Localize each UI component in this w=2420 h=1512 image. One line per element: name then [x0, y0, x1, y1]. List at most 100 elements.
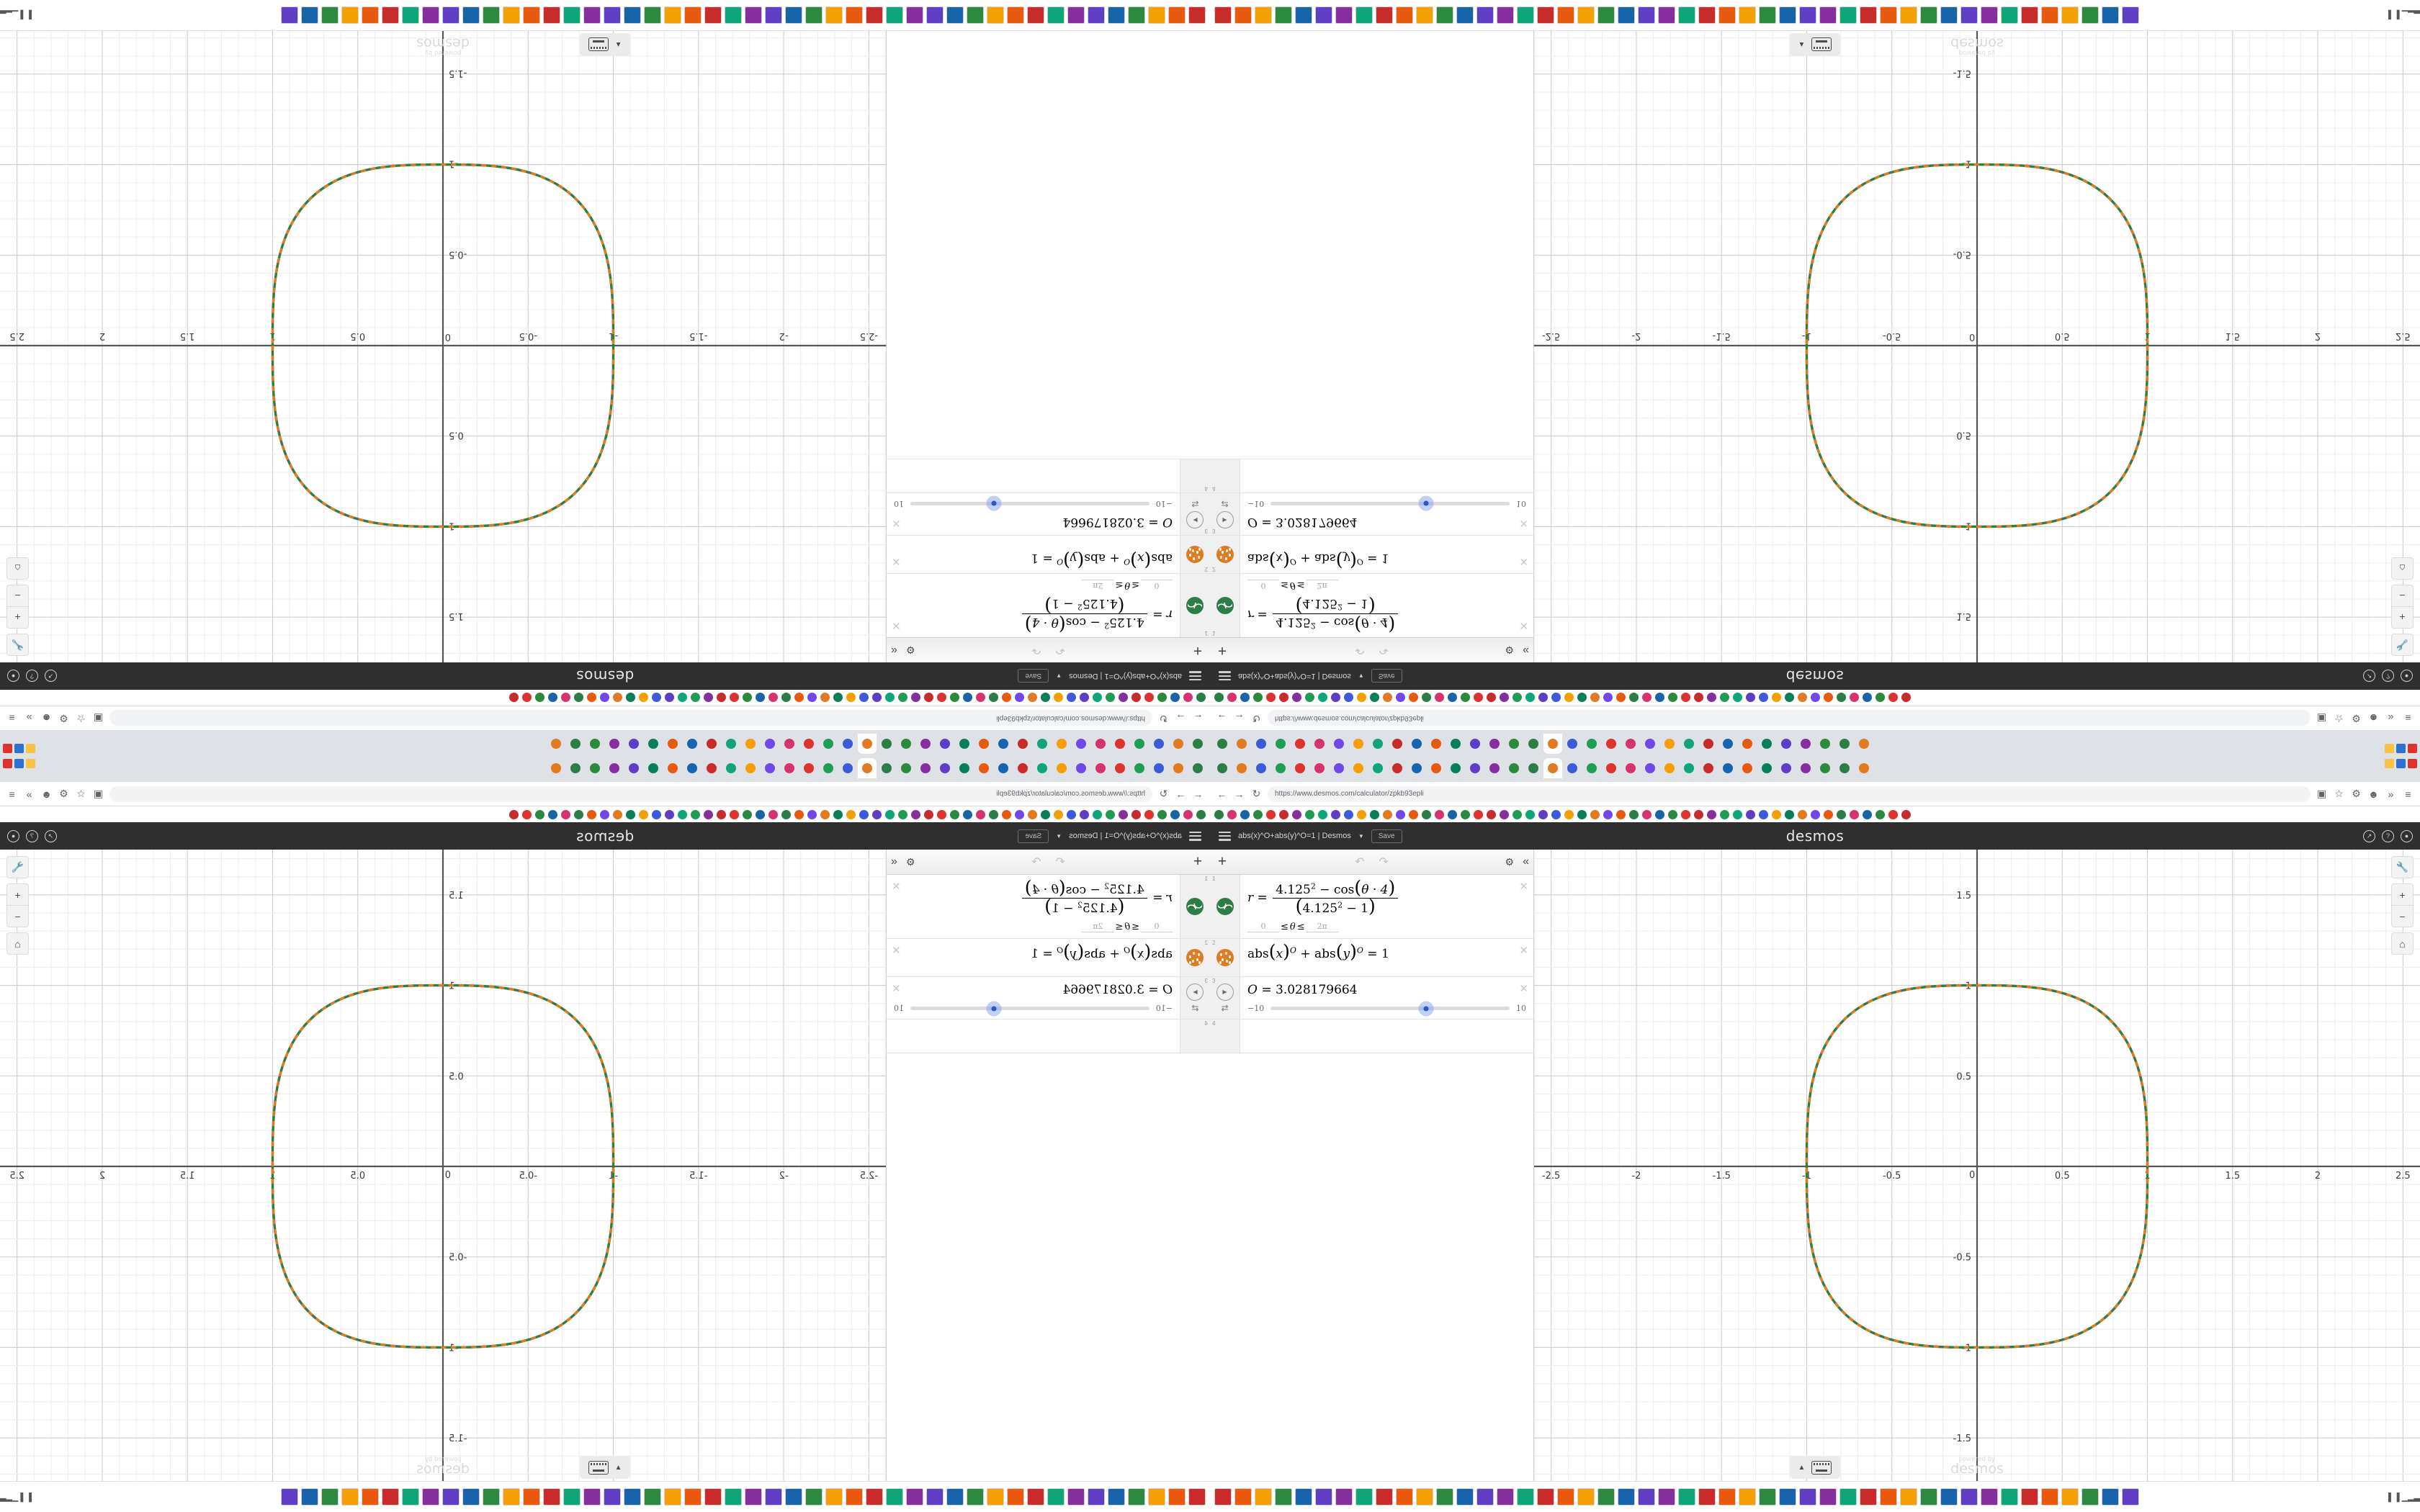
taskbar-app-icon[interactable] — [1880, 1488, 1897, 1506]
bookmark-favicon-icon[interactable] — [846, 809, 856, 819]
taskbar-app-icon[interactable] — [1497, 1488, 1514, 1506]
taskbar-app-icon[interactable] — [866, 6, 883, 24]
taskbar-app-icon[interactable] — [785, 6, 802, 24]
taskbar-app-icon[interactable] — [1047, 6, 1065, 24]
slider-value[interactable]: 3.028179664 — [1276, 983, 1358, 997]
save-button[interactable]: Save — [1371, 669, 1402, 683]
browser-tab[interactable] — [663, 734, 682, 754]
gear-icon[interactable]: ⚙ — [1505, 644, 1515, 657]
account-icon[interactable]: ● — [2401, 670, 2413, 683]
translate-icon[interactable]: ▣ — [2316, 788, 2327, 799]
taskbar-app-icon[interactable] — [321, 6, 339, 24]
browser-tab[interactable] — [1563, 758, 1582, 778]
browser-tab[interactable] — [1013, 734, 1032, 754]
taskbar-app-icon[interactable] — [604, 6, 621, 24]
close-icon[interactable]: ✕ — [892, 555, 901, 567]
play-button[interactable]: ▶ — [1216, 983, 1234, 1001]
bookmark-favicon-icon[interactable] — [665, 693, 674, 703]
chevron-double-right-icon[interactable]: » — [2388, 788, 2394, 800]
bookmark-favicon-icon[interactable] — [1720, 809, 1729, 819]
bookmark-favicon-icon[interactable] — [859, 693, 869, 703]
bookmark-favicon-icon[interactable] — [1396, 809, 1405, 819]
bookmark-star-icon[interactable]: ☆ — [76, 713, 86, 724]
browser-tab[interactable] — [761, 734, 779, 754]
chevron-double-left-icon[interactable]: « — [891, 644, 897, 657]
browser-tab[interactable] — [819, 734, 838, 754]
bookmark-favicon-icon[interactable] — [1785, 809, 1794, 819]
polar-curve-bubble[interactable] — [1216, 898, 1234, 915]
browser-tab[interactable] — [1524, 734, 1543, 754]
bookmark-favicon-icon[interactable] — [859, 809, 869, 819]
address-bar[interactable]: https://www.desmos.com/calculator/zpkb93… — [109, 786, 1152, 802]
expression-content[interactable] — [1240, 459, 1533, 492]
bookmark-favicon-icon[interactable] — [1448, 693, 1457, 703]
extensions-icon[interactable]: ⚙ — [2352, 713, 2361, 724]
taskbar-app-icon[interactable] — [462, 1488, 480, 1506]
taskbar-app-icon[interactable] — [1456, 1488, 1474, 1506]
forward-arrow-icon[interactable]: → — [1234, 712, 1245, 724]
zoom-out-button[interactable]: − — [7, 585, 28, 607]
taskbar-app-icon[interactable] — [946, 1488, 964, 1506]
play-button[interactable]: ▶ — [1186, 511, 1204, 529]
browser-tab[interactable] — [1641, 758, 1659, 778]
taskbar-app-icon[interactable] — [906, 1488, 923, 1506]
bookmark-favicon-icon[interactable] — [1396, 693, 1405, 703]
browser-tab[interactable] — [974, 758, 993, 778]
browser-tab[interactable] — [897, 734, 915, 754]
bookmark-favicon-icon[interactable] — [1538, 693, 1548, 703]
browser-tab[interactable] — [683, 734, 702, 754]
browser-tab[interactable] — [761, 758, 779, 778]
browser-tab[interactable] — [1271, 758, 1290, 778]
taskbar-app-icon[interactable] — [1678, 6, 1695, 24]
profile-icon[interactable]: ☻ — [41, 788, 52, 800]
browser-tab[interactable] — [663, 758, 682, 778]
save-button[interactable]: Save — [1018, 829, 1049, 843]
taskbar-app-icon[interactable] — [1698, 1488, 1716, 1506]
maximize-button[interactable] — [2396, 744, 2406, 753]
reload-icon[interactable]: ↻ — [1252, 788, 1261, 799]
slider-track[interactable] — [910, 1001, 1150, 1016]
taskbar-app-icon[interactable] — [1168, 6, 1186, 24]
bookmark-favicon-icon[interactable] — [1876, 693, 1885, 703]
taskbar-app-icon[interactable] — [583, 6, 601, 24]
taskbar-app-icon[interactable] — [886, 1488, 903, 1506]
system-tray[interactable]: ▌▐ ▁▂▃ — [2388, 10, 2420, 19]
zoom-controls[interactable]: + − — [2391, 883, 2414, 927]
forward-arrow-icon[interactable]: → — [1175, 712, 1186, 724]
taskbar-app-icon[interactable] — [1007, 1488, 1024, 1506]
browser-tab[interactable] — [1757, 758, 1776, 778]
browser-tab[interactable] — [1543, 758, 1562, 778]
bookmark-favicon-icon[interactable] — [1863, 809, 1872, 819]
bookmark-favicon-icon[interactable] — [1093, 809, 1102, 819]
bookmark-favicon-icon[interactable] — [924, 693, 933, 703]
taskbar-app-icon[interactable] — [1839, 6, 1857, 24]
expression-content[interactable] — [887, 459, 1180, 492]
taskbar-app-icon[interactable] — [1819, 6, 1837, 24]
browser-tab[interactable] — [1602, 758, 1621, 778]
bookmark-favicon-icon[interactable] — [1067, 809, 1076, 819]
window-controls[interactable] — [2385, 759, 2417, 768]
bookmark-favicon-icon[interactable] — [1551, 693, 1561, 703]
browser-tab[interactable] — [955, 758, 974, 778]
taskbar-app-icon[interactable] — [987, 1488, 1004, 1506]
bookmark-favicon-icon[interactable] — [1681, 809, 1690, 819]
taskbar-app-icon[interactable] — [422, 1488, 439, 1506]
bookmark-favicon-icon[interactable] — [1655, 693, 1664, 703]
browser-tab[interactable] — [586, 758, 604, 778]
expression-row[interactable]: 1 r = 4.1252 − cos(θ · 4) (4.1252 − 1) — [1210, 875, 1533, 939]
keyboard-toggle-button[interactable]: ▲ — [579, 1456, 631, 1479]
slider-value[interactable]: 3.028179664 — [1276, 515, 1358, 529]
extensions-icon[interactable]: ⚙ — [59, 713, 68, 724]
slider-max-label[interactable]: 10 — [894, 499, 904, 508]
taskbar-app-icon[interactable] — [2021, 1488, 2038, 1506]
bookmark-favicon-icon[interactable] — [820, 809, 830, 819]
bookmark-favicon-icon[interactable] — [1863, 693, 1872, 703]
bookmark-favicon-icon[interactable] — [911, 809, 920, 819]
taskbar-app-icon[interactable] — [483, 1488, 500, 1506]
browser-tab[interactable] — [1543, 734, 1562, 754]
domain-max[interactable]: 2π — [1082, 922, 1114, 932]
slider-row[interactable]: −10 10 — [1247, 496, 1526, 511]
browser-tab[interactable] — [936, 734, 954, 754]
taskbar-app-icon[interactable] — [1088, 6, 1105, 24]
taskbar-app-icon[interactable] — [503, 6, 520, 24]
